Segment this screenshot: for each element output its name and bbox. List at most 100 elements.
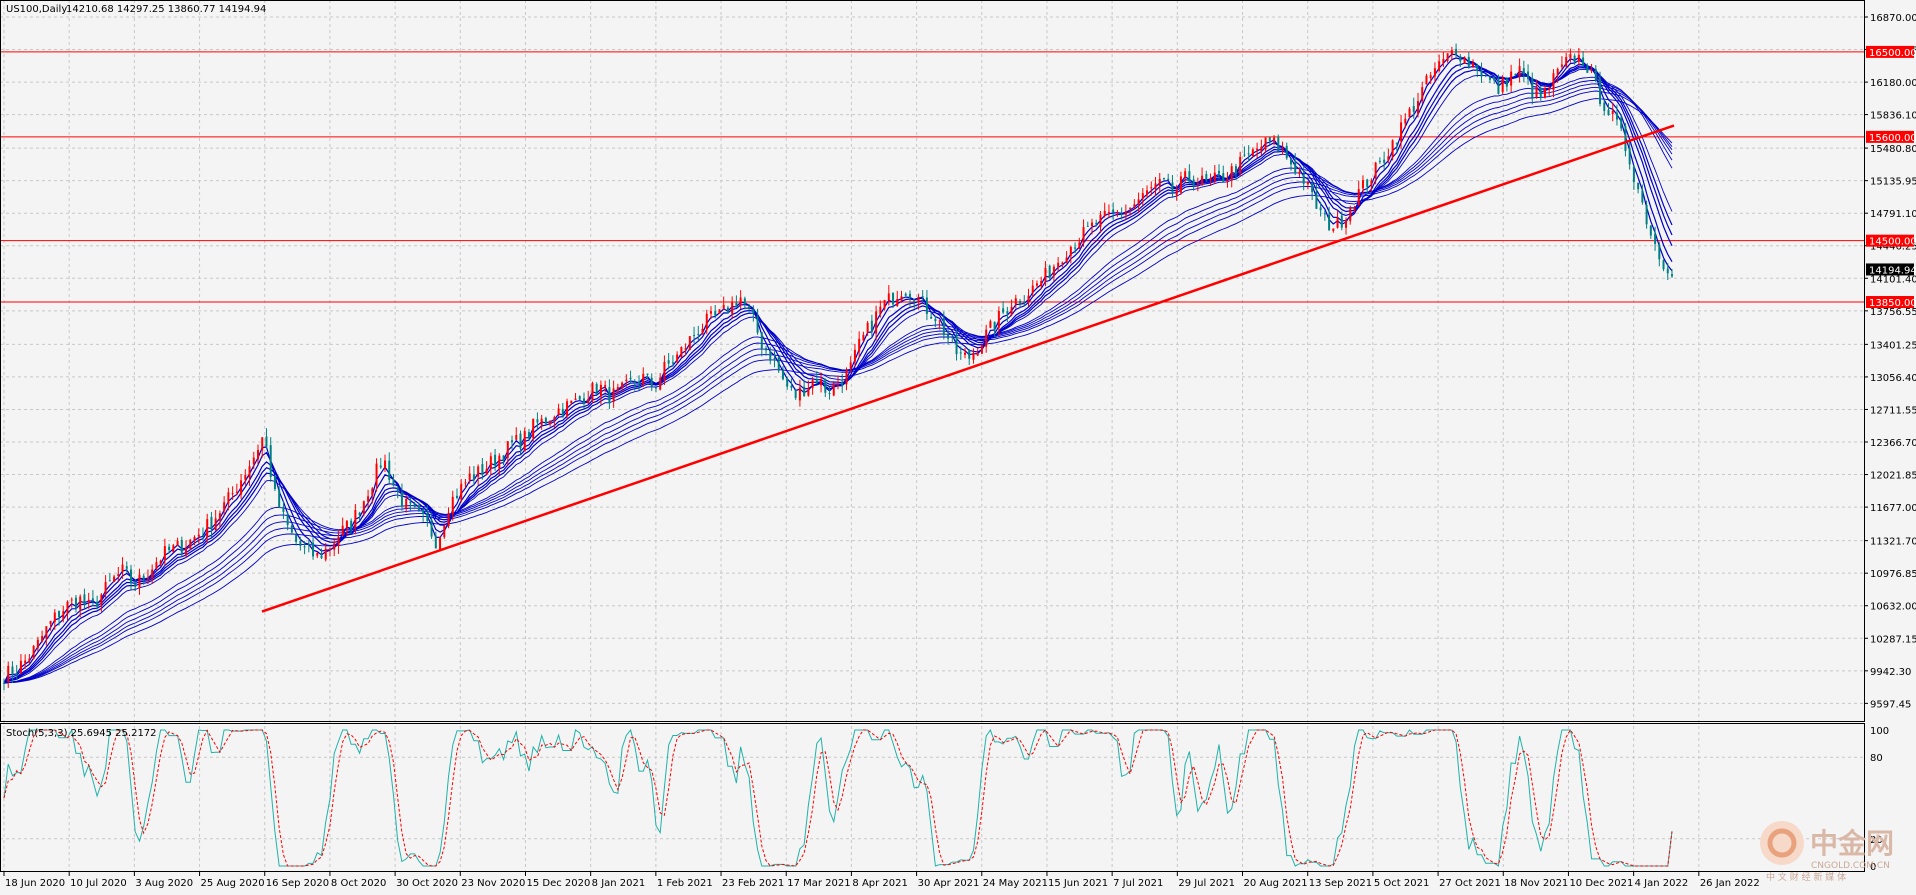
candle-body [862,334,865,341]
watermark-logo-inner [1767,828,1797,858]
candle-body [726,307,729,314]
candle-body [1615,112,1618,120]
candle-body [599,384,602,397]
candle-body [1019,300,1022,304]
candle-body [1205,174,1208,181]
candle-body [942,318,945,336]
candle-body [735,302,738,308]
candle-body [1535,87,1538,98]
candle-body [722,304,725,309]
candle-body [777,356,780,371]
candle-body [252,457,255,465]
candle-body [130,569,133,584]
candle-body [333,543,336,550]
candle-body [688,336,691,350]
candle-body [341,525,344,536]
price-label: 10976.85 [1870,569,1916,580]
candle-body [24,660,27,664]
candle-body [1268,137,1271,142]
time-label: 18 Jun 2020 [5,878,65,889]
candle-body [1349,208,1352,222]
candle-body [121,564,124,572]
price-label: 12021.85 [1870,471,1916,482]
candle-body [1527,71,1530,80]
candle-body [307,544,310,546]
candle-body [1192,179,1195,187]
candle-body [295,534,298,542]
candle-body [354,510,357,528]
watermark-tagline: 中 文 财 经 新 媒 体 [1766,871,1846,883]
time-label: 30 Apr 2021 [918,878,980,889]
candle-body [1328,214,1331,230]
candle-body [422,508,425,515]
candle-body [261,437,264,451]
candle-body [244,475,247,480]
candle-body [1277,136,1280,152]
candle-body [53,612,56,623]
candle-body [993,321,996,330]
trendline[interactable] [261,124,1675,613]
candle-body [1311,183,1314,193]
time-axis: 18 Jun 2020 10 Jul 2020 3 Aug 2020 25 Aug 2… [3,872,1760,889]
candle-body [79,596,82,610]
ma-line [3,76,1673,684]
candle-body [1425,75,1428,85]
candle-body [1378,160,1381,162]
candle-body [570,400,573,404]
candle-body [278,489,281,508]
candle-body [1040,280,1043,287]
candle-body [1361,180,1364,189]
candle-body [231,493,234,495]
candle-body [1565,56,1568,67]
level-labels: 16500.00 15600.00 14500.00 13850.00 [1866,45,1916,309]
candle-body [66,601,69,614]
candle-body [257,449,260,460]
candle-body [434,535,437,549]
candle-body [756,316,759,333]
ma-line [3,86,1673,684]
candle-body [646,373,649,375]
candle-body [1645,205,1648,225]
candle-body [477,466,480,477]
candle-body [985,329,988,347]
candle-body [676,354,679,362]
candle-body [1247,153,1250,155]
candle-body [502,455,505,461]
candle-body [980,344,983,354]
candle-body [1091,222,1094,227]
candle-body [180,540,183,553]
candle-body [248,466,251,478]
candle-body [218,513,221,521]
candle-body [1484,75,1487,77]
candle-body [49,621,52,625]
candle-body [1421,87,1424,102]
candle-body [587,398,590,404]
time-label: 23 Nov 2020 [461,878,525,889]
candle-body [612,388,615,402]
candle-body [163,546,166,560]
candle-body [1239,156,1242,174]
price-label: 16180.00 [1870,78,1916,89]
candle-body [752,310,755,314]
candle-body [1281,148,1284,150]
candle-body [1560,64,1563,67]
candle-body [1124,211,1127,215]
candle-body [379,465,382,468]
candle-body [904,293,907,296]
candle-body [1552,73,1555,90]
candle-body [1569,54,1572,59]
candle-body [1120,213,1123,215]
candle-body [731,302,734,314]
candle-body [549,420,552,425]
candle-body [1289,159,1292,165]
candle-body [1078,242,1081,249]
price-label: 11321.70 [1870,537,1916,548]
candle-body [964,352,967,355]
candle-body [1082,227,1085,243]
candle-body [667,360,670,364]
candle-body [1162,177,1165,180]
candle-body [1002,308,1005,313]
candle-body [455,495,458,498]
candle-body [1218,170,1221,174]
